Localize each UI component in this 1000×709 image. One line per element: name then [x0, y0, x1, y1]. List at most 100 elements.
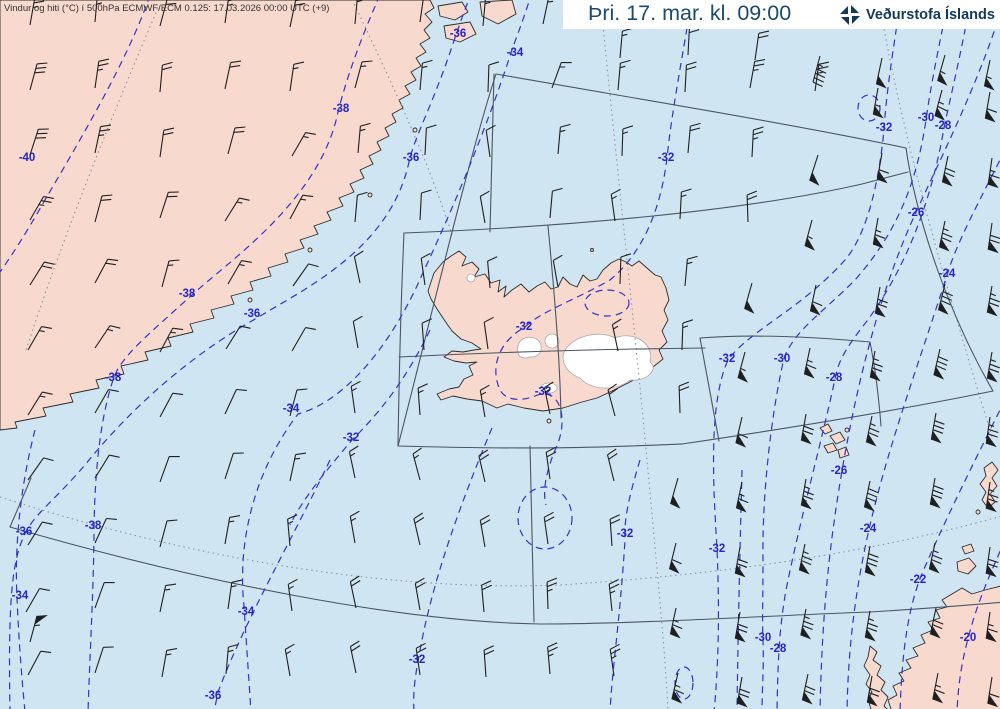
wind-barb	[29, 0, 45, 26]
wind-barb	[546, 577, 558, 610]
wind-barb	[94, 582, 115, 609]
wind-barb	[543, 381, 554, 415]
wind-barb	[863, 480, 879, 512]
wind-barb	[417, 383, 428, 416]
wind-barb	[349, 510, 360, 544]
wind-barb	[284, 643, 295, 677]
brand-name: Veðurstofa Íslands	[866, 7, 995, 23]
wind-barb	[607, 383, 619, 417]
wind-barb	[611, 318, 622, 352]
coastal-islet	[412, 127, 418, 133]
wind-barb-layer	[25, 0, 1000, 708]
wind-barb	[348, 445, 359, 479]
wind-barb	[617, 59, 631, 91]
wind-barb	[94, 646, 114, 674]
wind-barb	[27, 326, 52, 351]
wind-barb	[227, 126, 246, 155]
wind-barb	[159, 0, 177, 27]
wind-barb	[814, 61, 830, 92]
wind-barb	[224, 60, 242, 90]
wind-barb	[986, 351, 1000, 383]
wind-barb	[413, 512, 425, 546]
wind-barb	[872, 87, 884, 119]
greenland-island	[443, 21, 477, 43]
wind-barb	[291, 132, 316, 157]
wind-barb	[289, 452, 307, 482]
wind-barb	[289, 388, 308, 417]
isotherm-label: -36	[205, 690, 222, 702]
wind-barb	[809, 284, 823, 316]
wind-barb	[736, 676, 750, 708]
wind-barb	[679, 188, 692, 220]
wind-barb	[985, 546, 999, 578]
isotherm-label: -38	[85, 520, 102, 532]
shetland-islet	[975, 509, 981, 515]
wind-barb	[803, 347, 817, 379]
wind-barb	[94, 325, 121, 349]
wind-barb	[291, 327, 316, 352]
isotherm--32-mid	[609, 459, 641, 709]
wind-barb	[937, 283, 953, 315]
faroe-island	[829, 431, 846, 445]
wind-barb	[864, 545, 879, 577]
wind-barb	[557, 123, 571, 155]
isotherm-label: -32	[343, 432, 360, 444]
langjokull-glacier	[517, 336, 542, 359]
wind-barb	[875, 57, 887, 89]
wind-barb	[29, 196, 54, 221]
wind-barb	[419, 59, 433, 91]
header-band	[563, 0, 1000, 29]
wind-barb	[866, 675, 880, 707]
wind-barb	[29, 128, 49, 156]
drangajokull-glacier	[466, 273, 476, 283]
wind-barb	[479, 514, 491, 548]
wind-barb	[224, 0, 235, 24]
orkney-island	[956, 557, 977, 575]
wind-barb	[353, 250, 364, 284]
faroe-island	[823, 442, 838, 454]
wind-barb	[292, 263, 319, 287]
wind-barb	[876, 152, 890, 184]
wind-barb	[735, 481, 749, 513]
wind-barb	[609, 643, 621, 677]
wind-barb	[354, 0, 363, 25]
isotherm--24	[846, 158, 1000, 709]
wind-barb	[983, 59, 995, 91]
coastal-islet	[307, 247, 313, 253]
vatnajokull-glacier	[562, 333, 654, 389]
wind-barb	[941, 155, 956, 187]
isotherm--28	[776, 0, 972, 709]
wind-barb	[478, 449, 490, 483]
wind-barb	[289, 194, 314, 220]
wind-barb	[27, 650, 52, 676]
isotherm-small-loop	[674, 666, 694, 700]
wind-barb	[350, 380, 361, 414]
isotherm-label: -32	[658, 152, 675, 164]
wind-barb	[159, 456, 180, 483]
isotherm--20	[956, 549, 1000, 709]
wind-barb	[938, 220, 953, 252]
isotherm-label: -26	[908, 207, 925, 219]
wind-barb	[734, 546, 748, 578]
wind-barb	[801, 673, 816, 705]
wind-barb	[606, 448, 618, 482]
isotherm-label: -38	[179, 288, 196, 300]
isotherm-label: -34	[12, 590, 29, 602]
isotherm-labels-layer: -36-34-38-40 -36 -32-32-30-28-26-24-38-36-…	[12, 28, 977, 702]
isotherm--32-east	[712, 0, 902, 709]
isotherm--36	[8, 0, 470, 709]
wind-barb	[414, 577, 426, 611]
wind-barb	[161, 259, 180, 288]
wind-barb	[869, 350, 883, 382]
wind-barb	[681, 319, 694, 351]
wind-barb	[483, 316, 494, 350]
isotherm-label: -38	[333, 103, 350, 115]
wind-barb	[287, 514, 298, 547]
wind-barb	[986, 285, 1000, 317]
isotherm--34	[241, 0, 531, 709]
coastal-islet	[367, 192, 373, 198]
wind-barb	[734, 611, 748, 643]
isotherm--30	[761, 0, 949, 709]
isotherm-label: -36	[16, 526, 33, 538]
